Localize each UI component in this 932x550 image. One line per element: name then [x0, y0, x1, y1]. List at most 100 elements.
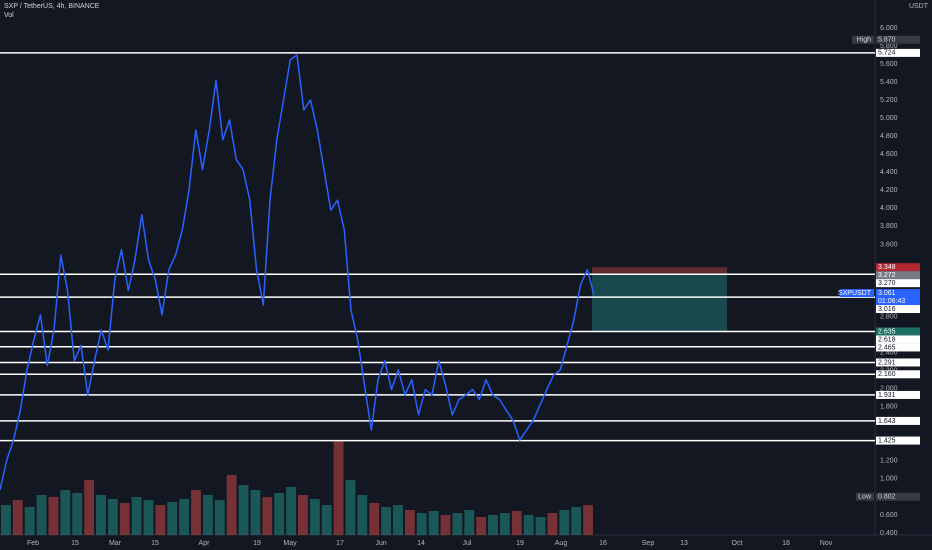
countdown: 01:06:43: [878, 298, 905, 305]
price-label-bg: [876, 35, 920, 44]
chart-title: SXP / TetherUS, 4h, BINANCE: [4, 3, 100, 10]
price-label: 5.870: [878, 37, 896, 44]
price-label: 3.270: [878, 280, 896, 287]
price-label: 1.425: [878, 437, 896, 444]
x-tick-label: 19: [253, 540, 261, 547]
volume-bar: [119, 503, 130, 535]
volume-bar: [381, 507, 392, 535]
volume-bar: [559, 510, 570, 535]
volume-bar: [191, 490, 201, 535]
y-tick-label: 4.000: [880, 205, 898, 212]
x-tick-label: Mar: [109, 540, 122, 547]
price-label-bg: [876, 289, 920, 306]
y-tick-label: 2.000: [880, 386, 898, 393]
price-label-bg: [876, 390, 920, 399]
price-tag-bg: [840, 289, 874, 298]
volume-bar: [523, 515, 534, 535]
x-tick-label: 18: [782, 540, 790, 547]
y-tick-label: 1.800: [880, 404, 898, 411]
target-zone: [592, 274, 727, 332]
price-label: 1.931: [878, 392, 896, 399]
volume-bar: [107, 499, 118, 535]
volume-bar: [357, 495, 368, 535]
price-label: 3.348: [878, 264, 896, 271]
volume-bar: [131, 497, 142, 535]
y-tick-label: 5.600: [880, 61, 898, 68]
volume-bar: [369, 503, 380, 535]
volume-bar: [143, 500, 154, 535]
volume-bar: [428, 511, 439, 535]
volume-bar: [250, 490, 261, 535]
y-tick-label: 3.600: [880, 241, 898, 248]
volume-bar: [1, 505, 11, 535]
price-label: 2.465: [878, 344, 896, 351]
volume-bar: [36, 495, 47, 535]
price-tag: Low: [858, 494, 872, 501]
price-label: 0.802: [878, 494, 896, 501]
x-tick-label: Jul: [463, 540, 472, 547]
price-label: 3.061: [878, 290, 896, 297]
price-line: [0, 54, 595, 490]
volume-bar: [167, 502, 178, 535]
x-tick-label: 16: [599, 540, 607, 547]
price-label-bg: [876, 370, 920, 379]
y-tick-label: 5.400: [880, 79, 898, 86]
price-label: 3.016: [878, 306, 896, 313]
price-label: 2.160: [878, 371, 896, 378]
volume-bar: [298, 495, 308, 535]
y-tick-label: 0.600: [880, 512, 898, 519]
price-label-bg: [876, 416, 920, 425]
y-tick-label: 1.000: [880, 476, 898, 483]
y-tick-label: 5.000: [880, 115, 898, 122]
volume-bar: [464, 510, 475, 535]
x-tick-label: 17: [336, 540, 344, 547]
x-tick-label: 15: [151, 540, 159, 547]
volume-bar: [238, 485, 249, 535]
volume-bar: [583, 505, 593, 535]
volume-bar: [416, 513, 427, 535]
volume-bar: [511, 511, 522, 535]
currency: USDT: [909, 3, 929, 10]
y-tick-label: 0.400: [880, 530, 898, 537]
y-tick-label: 2.400: [880, 349, 898, 356]
x-tick-label: 15: [71, 540, 79, 547]
volume-bar: [202, 495, 213, 535]
y-tick-label: 4.400: [880, 169, 898, 176]
volume-bar: [452, 513, 463, 535]
volume-bar: [499, 513, 510, 535]
volume-bar: [155, 505, 166, 535]
price-label: 2.635: [878, 328, 896, 335]
price-label: 1.643: [878, 418, 896, 425]
volume-label: Vol: [4, 12, 14, 19]
price-label-bg: [876, 358, 920, 367]
x-tick-label: Jun: [375, 540, 386, 547]
price-label: 3.272: [878, 272, 896, 279]
volume-bar: [547, 513, 558, 535]
price-label: 2.618: [878, 336, 896, 343]
x-tick-label: 13: [680, 540, 688, 547]
price-label-bg: [876, 263, 920, 272]
price-label-bg: [876, 327, 920, 336]
x-tick-label: Nov: [820, 540, 833, 547]
volume-bar: [179, 499, 190, 535]
volume-bar: [72, 493, 83, 535]
volume-bar: [571, 507, 582, 535]
volume-bar: [333, 440, 344, 535]
volume-bar: [404, 510, 415, 535]
volume-bar: [286, 487, 296, 535]
volume-bar: [12, 500, 23, 535]
x-tick-label: Feb: [27, 540, 39, 547]
price-label-bg: [876, 305, 920, 314]
y-tick-label: 6.000: [880, 25, 898, 32]
volume-bar: [274, 493, 285, 535]
volume-bar: [488, 515, 498, 535]
stop-zone: [592, 267, 727, 275]
volume-bar: [393, 505, 403, 535]
y-tick-label: 5.800: [880, 43, 898, 50]
y-tick-label: 1.200: [880, 458, 898, 465]
x-tick-label: May: [283, 540, 297, 547]
price-label-bg: [876, 279, 920, 288]
